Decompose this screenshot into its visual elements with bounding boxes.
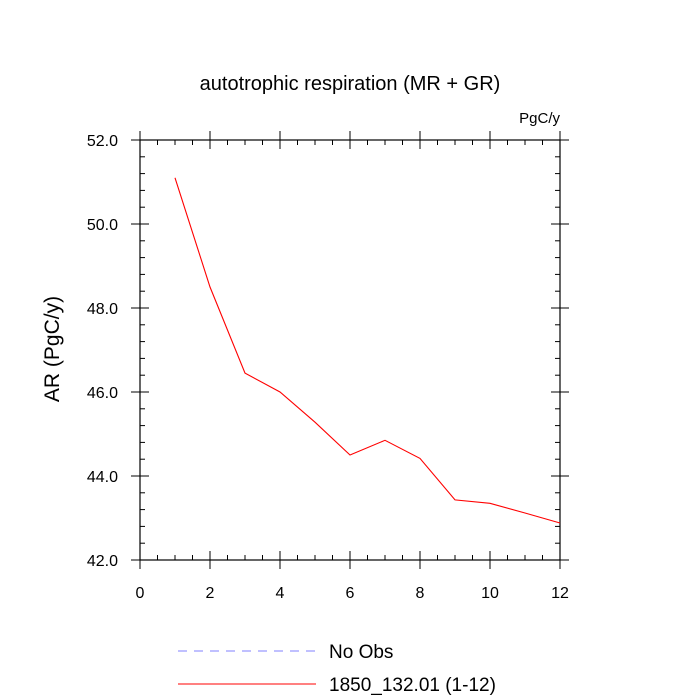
- plot-frame: [139, 139, 561, 561]
- legend-label-no-obs: No Obs: [329, 642, 393, 663]
- x-tick-label: 12: [551, 585, 569, 602]
- series-layer: [174, 177, 561, 524]
- y-tick-label: 46.0: [87, 385, 118, 402]
- legend: No Obs 1850_132.01 (1-12): [178, 642, 496, 696]
- y-tick-label: 52.0: [87, 133, 118, 150]
- x-tick-label: 8: [416, 585, 425, 602]
- y-tick-label: 44.0: [87, 469, 118, 486]
- x-tick-label: 0: [136, 585, 145, 602]
- x-tick-label: 10: [481, 585, 499, 602]
- x-tick-label: 4: [276, 585, 285, 602]
- chart-title: autotrophic respiration (MR + GR): [200, 73, 501, 95]
- y-tick-label: 48.0: [87, 301, 118, 318]
- major-ticks: [131, 131, 569, 569]
- units-label: PgC/y: [519, 110, 560, 127]
- x-tick-label: 6: [346, 585, 355, 602]
- legend-label-run: 1850_132.01 (1-12): [329, 675, 496, 696]
- y-axis-label: AR (PgC/y): [41, 296, 64, 402]
- minor-ticks: [140, 140, 560, 560]
- y-tick-label: 50.0: [87, 217, 118, 234]
- y-tick-label: 42.0: [87, 553, 118, 570]
- y-tick-labels: 42.0 44.0 46.0 48.0 50.0 52.0: [87, 133, 118, 570]
- series-line: [174, 177, 561, 524]
- x-tick-labels: 0 2 4 6 8 10 12: [136, 585, 569, 602]
- x-tick-label: 2: [206, 585, 215, 602]
